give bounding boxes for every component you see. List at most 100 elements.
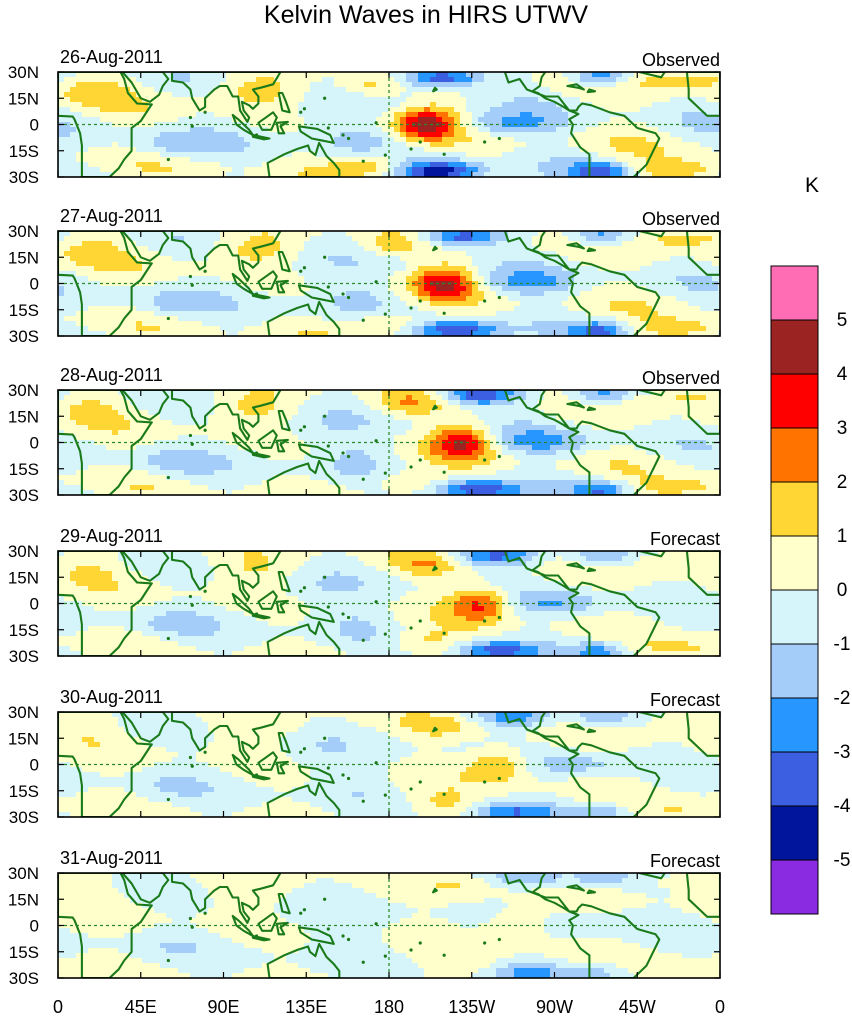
coastline — [566, 83, 585, 91]
coastline — [638, 873, 666, 880]
island-marker — [326, 444, 330, 448]
island-marker — [361, 638, 365, 642]
coastline — [170, 551, 282, 602]
lat-label: 30S — [9, 808, 39, 827]
island-marker — [341, 612, 345, 616]
lat-label: 15S — [9, 782, 39, 801]
island-marker — [302, 107, 307, 111]
island-marker — [346, 295, 351, 300]
island-marker — [483, 780, 487, 784]
island-marker — [361, 159, 365, 163]
colorbar-swatch — [770, 427, 819, 483]
colorbar-tick-label: 2 — [837, 472, 848, 493]
island-marker — [374, 761, 378, 765]
coastline — [257, 111, 278, 131]
coastline — [170, 72, 282, 123]
lon-label: 45W — [619, 997, 656, 1017]
island-marker — [203, 589, 207, 593]
colorbar: K 5 4 3 2 1 0 -1 -2 -3 -4 -5 — [770, 174, 851, 915]
coastline — [266, 942, 341, 978]
coastline — [638, 390, 666, 397]
coastline — [638, 712, 666, 719]
coastline — [251, 451, 271, 459]
island-marker — [326, 126, 330, 130]
coastline — [432, 726, 438, 733]
coastline — [251, 773, 271, 781]
lat-label: 30S — [9, 168, 39, 187]
colorbar-swatch — [770, 805, 819, 861]
island-marker — [374, 600, 378, 604]
island-marker — [166, 958, 170, 963]
island-marker — [188, 115, 192, 120]
anomaly-field — [58, 390, 720, 495]
island-marker — [374, 922, 378, 926]
colorbar-tick-label: -4 — [834, 796, 851, 817]
island-marker — [326, 285, 330, 289]
coastline — [266, 781, 341, 817]
coastline — [638, 551, 666, 558]
panel-status: Forecast — [650, 851, 720, 871]
coastline — [170, 390, 282, 441]
coastline — [58, 390, 153, 495]
island-marker — [203, 911, 207, 915]
island-marker — [442, 953, 446, 957]
coastline — [297, 765, 335, 784]
island-marker — [323, 897, 327, 901]
lat-label: 0 — [30, 756, 39, 775]
coastline — [58, 72, 153, 177]
island-marker — [383, 153, 387, 157]
colorbar-swatch — [770, 697, 819, 753]
coastline — [170, 873, 282, 924]
island-marker — [188, 274, 192, 279]
lon-label: 45E — [125, 997, 157, 1017]
island-marker — [255, 934, 259, 938]
lat-label: 30N — [8, 381, 39, 400]
island-marker — [188, 594, 192, 599]
island-marker — [409, 626, 413, 630]
island-marker — [255, 292, 259, 296]
lat-label: 15S — [9, 460, 39, 479]
island-marker — [374, 121, 378, 125]
island-marker — [190, 925, 194, 929]
coastline — [566, 401, 585, 409]
coastline — [685, 390, 720, 435]
coastline — [685, 231, 720, 276]
lat-label: 15N — [8, 407, 39, 426]
coastline — [170, 231, 282, 282]
coastline — [503, 231, 661, 336]
longitude-axis: 0 45E 90E 135E 180 135W 90W 45W 0 — [53, 997, 725, 1017]
island-marker — [346, 615, 351, 620]
coastline — [503, 873, 661, 978]
lat-label: 15N — [8, 890, 39, 909]
island-marker — [383, 954, 387, 958]
island-marker — [302, 586, 307, 590]
anomaly-field — [58, 72, 720, 177]
island-marker — [166, 797, 170, 802]
panel-status: Observed — [642, 368, 720, 388]
land-outlines — [58, 72, 720, 177]
island-marker — [346, 937, 351, 942]
island-marker — [361, 799, 365, 803]
coastline — [277, 409, 291, 432]
lat-label: 30N — [8, 864, 39, 883]
lon-label: 180 — [374, 997, 404, 1017]
land-outlines — [58, 551, 720, 656]
coastline — [685, 712, 720, 757]
lat-label: 15S — [9, 943, 39, 962]
map-panel: 30N 15N 0 15S 30S 28-Aug-2011 Observed — [8, 365, 721, 505]
island-marker — [409, 787, 413, 791]
island-marker — [442, 311, 446, 315]
island-marker — [203, 269, 207, 273]
island-marker — [323, 414, 327, 418]
coastline — [121, 551, 170, 582]
coastline — [297, 284, 335, 303]
island-marker — [346, 454, 351, 459]
island-marker — [323, 736, 327, 740]
island-marker — [442, 470, 446, 474]
land-outlines — [58, 390, 720, 495]
panel-date: 31-Aug-2011 — [60, 848, 163, 868]
coastline — [586, 88, 597, 94]
coastline — [503, 390, 661, 495]
island-marker — [497, 136, 501, 141]
